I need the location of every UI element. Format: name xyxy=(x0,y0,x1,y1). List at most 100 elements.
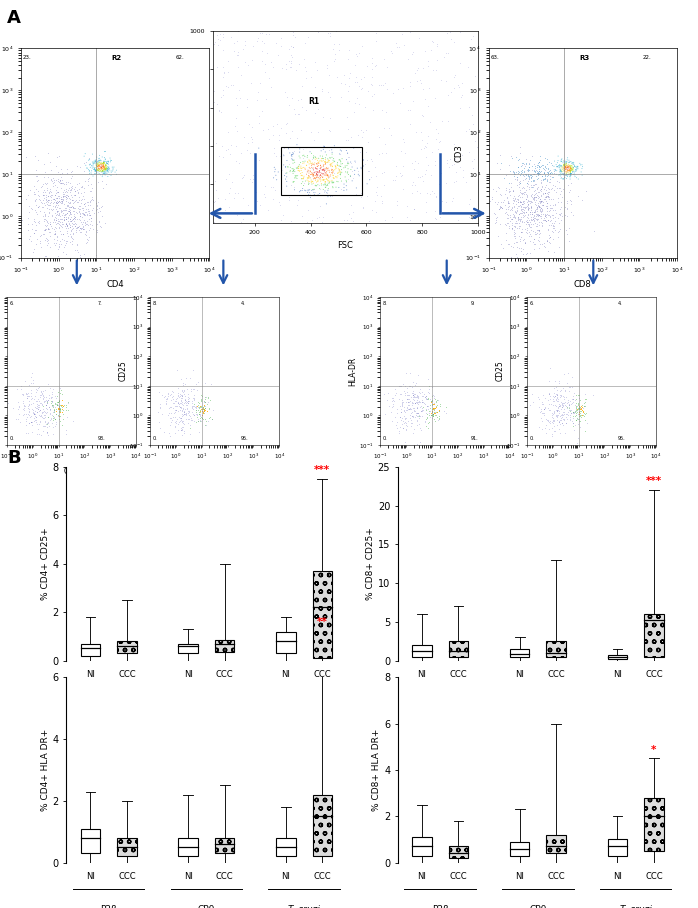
Point xyxy=(401,418,412,432)
Point xyxy=(96,156,107,171)
Point xyxy=(49,412,60,427)
Point xyxy=(524,160,535,174)
Point xyxy=(556,166,567,181)
Point xyxy=(165,410,177,425)
Point xyxy=(576,408,587,422)
Point xyxy=(207,402,218,417)
Y-axis label: % CD4+ CD25+: % CD4+ CD25+ xyxy=(40,528,50,600)
Point xyxy=(541,173,552,187)
Text: CCC: CCC xyxy=(547,670,565,679)
Point xyxy=(355,185,366,200)
Point xyxy=(493,202,504,216)
Point xyxy=(96,159,107,173)
Point xyxy=(285,213,297,228)
Point xyxy=(334,164,346,179)
Point xyxy=(156,407,168,421)
Point xyxy=(287,39,298,54)
Point xyxy=(39,410,50,424)
Point xyxy=(554,160,565,174)
Point xyxy=(533,155,544,170)
Point xyxy=(20,426,31,440)
Point xyxy=(362,84,373,98)
Point xyxy=(311,156,322,171)
Point xyxy=(290,169,301,183)
Point xyxy=(511,170,522,184)
Point xyxy=(40,219,52,233)
Point xyxy=(570,399,581,413)
Point xyxy=(545,201,556,215)
Point xyxy=(406,177,417,192)
Point xyxy=(62,199,73,213)
Point xyxy=(547,410,558,425)
Point xyxy=(556,159,567,173)
Point xyxy=(18,398,29,412)
Point xyxy=(57,185,68,200)
Point xyxy=(339,177,350,192)
Point xyxy=(535,209,546,223)
Point xyxy=(67,221,78,235)
Point xyxy=(530,190,541,204)
Point xyxy=(412,406,423,420)
Point xyxy=(38,156,50,171)
Point xyxy=(56,203,67,218)
Point xyxy=(52,184,63,199)
Point xyxy=(565,406,576,420)
Point xyxy=(84,208,95,222)
Point xyxy=(53,207,64,222)
Point xyxy=(103,153,114,168)
Point xyxy=(559,158,570,173)
Point xyxy=(22,387,33,401)
Point xyxy=(556,171,567,185)
Point xyxy=(539,160,550,174)
Point xyxy=(91,248,102,262)
Point xyxy=(97,161,108,175)
Text: 8.: 8. xyxy=(153,301,157,306)
Point xyxy=(84,160,96,174)
Point xyxy=(75,180,86,194)
Point xyxy=(13,402,24,417)
Point xyxy=(70,209,81,223)
Point xyxy=(316,178,327,192)
Point xyxy=(553,158,564,173)
Point xyxy=(30,169,41,183)
Point xyxy=(523,199,534,213)
Point xyxy=(61,193,72,208)
Point xyxy=(101,160,112,174)
Point xyxy=(295,151,306,165)
Point xyxy=(230,91,242,105)
Point xyxy=(61,224,73,239)
Point xyxy=(563,155,574,170)
Point xyxy=(417,168,428,183)
Point xyxy=(532,171,543,185)
Point xyxy=(554,374,565,389)
Point xyxy=(371,35,382,49)
Point xyxy=(47,195,59,210)
Point xyxy=(36,408,47,422)
Point xyxy=(161,391,172,406)
Point xyxy=(519,209,530,223)
Point xyxy=(103,161,114,175)
Point xyxy=(38,399,49,413)
Point xyxy=(544,214,556,229)
Point xyxy=(50,214,61,229)
Point xyxy=(40,198,51,212)
Point xyxy=(440,74,452,89)
Point xyxy=(421,391,432,406)
Point xyxy=(58,233,69,248)
Point xyxy=(456,90,467,104)
Point xyxy=(334,163,345,178)
Point xyxy=(563,384,574,399)
Point xyxy=(526,187,537,202)
Point xyxy=(51,398,62,412)
Point xyxy=(402,391,413,406)
Point xyxy=(424,381,435,396)
Point xyxy=(327,165,339,180)
Point xyxy=(29,413,40,428)
Point xyxy=(482,200,493,214)
Point xyxy=(431,36,443,51)
Point xyxy=(84,212,95,226)
Point xyxy=(275,121,286,135)
Point xyxy=(456,75,468,90)
Point xyxy=(312,168,323,183)
Point xyxy=(408,174,419,189)
